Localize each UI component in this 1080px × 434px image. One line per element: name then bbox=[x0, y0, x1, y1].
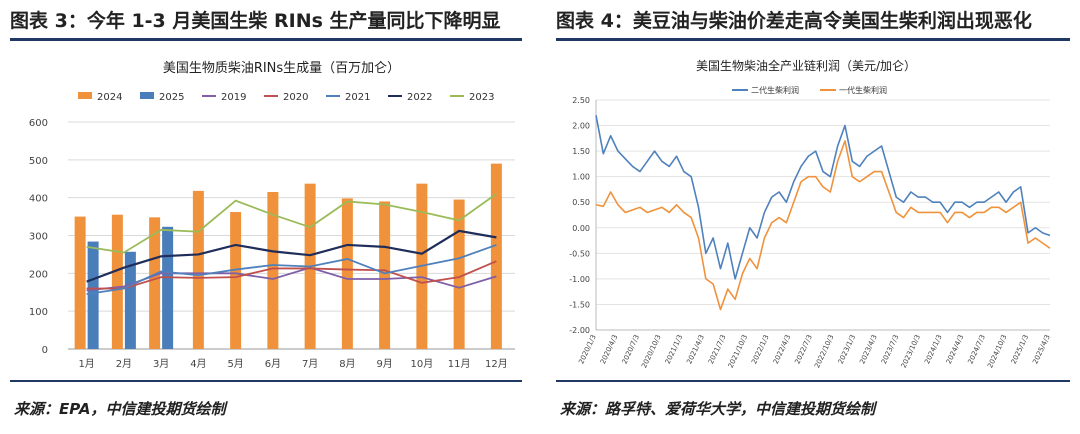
right-panel-title: 图表 4：美豆油与柴油价差走高令美国生柴利润出现恶化 bbox=[556, 10, 1032, 32]
legend-label-2023: 2023 bbox=[469, 92, 494, 103]
line-series-2019 bbox=[86, 266, 497, 292]
legend-label-0: 二代生柴利润 bbox=[751, 85, 799, 95]
y-tick-label: 2.50 bbox=[572, 96, 590, 105]
chart-title: 美国生物质柴油RINs生成量（百万加仑） bbox=[163, 61, 400, 76]
x-tick-label: 2月 bbox=[116, 358, 132, 370]
right-source-note: 来源：路孚特、爱荷华大学，中信建投期货绘制 bbox=[560, 400, 876, 418]
y-tick-label: -1.50 bbox=[569, 300, 590, 309]
line-series-2021 bbox=[86, 244, 497, 296]
x-tick-label: 10月 bbox=[411, 358, 434, 370]
legend-label-2020: 2020 bbox=[283, 92, 308, 103]
x-tick-label: 6月 bbox=[265, 358, 281, 370]
x-tick-label: 2024/4/3 bbox=[945, 333, 966, 365]
bar-2024 bbox=[149, 217, 161, 349]
y-tick-label: 100 bbox=[29, 307, 48, 318]
bar-2024 bbox=[111, 214, 123, 349]
x-tick-label: 2022/7/3 bbox=[793, 333, 814, 365]
x-tick-label: 2023/7/3 bbox=[880, 333, 901, 365]
bar-2024 bbox=[341, 198, 353, 349]
x-tick-label: 2023/4/3 bbox=[858, 333, 879, 365]
x-tick-label: 11月 bbox=[448, 358, 471, 370]
bar-2024 bbox=[74, 216, 86, 349]
y-tick-label: 0.50 bbox=[572, 198, 590, 207]
line-series-2023 bbox=[86, 193, 497, 254]
x-tick-label: 5月 bbox=[227, 358, 243, 370]
y-tick-label: 300 bbox=[29, 232, 48, 243]
line-series-1 bbox=[595, 140, 1051, 311]
x-tick-label: 2022/1/3 bbox=[750, 333, 771, 365]
y-tick-label: 1.50 bbox=[572, 147, 590, 156]
bar-2024 bbox=[453, 199, 465, 349]
left-panel-title: 图表 3：今年 1-3 月美国生柴 RINs 生产量同比下降明显 bbox=[10, 10, 501, 32]
x-tick-label: 2022/4/3 bbox=[772, 333, 793, 365]
bar-2024 bbox=[267, 191, 279, 349]
y-tick-label: 400 bbox=[29, 194, 48, 205]
x-tick-label: 2020/7/3 bbox=[621, 333, 642, 365]
legend-label-2025: 2025 bbox=[159, 92, 184, 103]
line-series-2020 bbox=[86, 260, 497, 290]
bar-2024 bbox=[379, 201, 391, 349]
x-tick-label: 2020/1/3 bbox=[577, 333, 598, 365]
x-tick-label: 2021/4/3 bbox=[685, 333, 706, 365]
legend-swatch-2025 bbox=[140, 92, 154, 99]
legend-label-2022: 2022 bbox=[407, 92, 432, 103]
right-title-rule bbox=[556, 38, 1070, 41]
x-tick-label: 2022/10/3 bbox=[813, 333, 835, 369]
y-tick-label: 200 bbox=[29, 269, 48, 280]
bar-2025 bbox=[124, 251, 136, 349]
x-tick-label: 9月 bbox=[376, 358, 392, 370]
legend-label-2019: 2019 bbox=[221, 92, 246, 103]
y-tick-label: -0.50 bbox=[569, 249, 590, 258]
x-tick-label: 2024/1/3 bbox=[923, 333, 944, 365]
y-tick-label: 2.00 bbox=[572, 122, 590, 131]
x-tick-label: 2020/10/3 bbox=[640, 333, 662, 369]
legend-swatch-2024 bbox=[78, 92, 92, 99]
x-tick-label: 4月 bbox=[190, 358, 206, 370]
x-tick-label: 1月 bbox=[78, 358, 94, 370]
x-tick-label: 2024/10/3 bbox=[986, 333, 1008, 369]
x-tick-label: 2023/10/3 bbox=[900, 333, 922, 369]
x-tick-label: 2020/4/3 bbox=[599, 333, 620, 365]
rins-production-chart: 美国生物质柴油RINs生成量（百万加仑） 0 100 200 300 400 500 600 1… bbox=[29, 61, 515, 370]
left-bottom-rule bbox=[10, 380, 522, 382]
y-tick-label: -2.00 bbox=[569, 326, 590, 335]
bar-2024 bbox=[230, 212, 242, 349]
right-bottom-rule bbox=[556, 380, 1070, 382]
x-tick-label: 8月 bbox=[339, 358, 355, 370]
x-tick-label: 2021/7/3 bbox=[707, 333, 728, 365]
x-tick-label: 12月 bbox=[485, 358, 508, 370]
y-tick-label: 500 bbox=[29, 156, 48, 167]
y-tick-label: 0.00 bbox=[572, 224, 590, 233]
line-series-2022 bbox=[86, 229, 497, 283]
x-tick-label: 2024/7/3 bbox=[966, 333, 987, 365]
left-source-note: 来源：EPA，中信建投期货绘制 bbox=[14, 400, 226, 418]
legend-label-2021: 2021 bbox=[345, 92, 370, 103]
x-tick-label: 7月 bbox=[302, 358, 318, 370]
x-tick-label: 2021/1/3 bbox=[664, 333, 685, 365]
legend-label-2024: 2024 bbox=[97, 92, 122, 103]
legend-label-1: 一代生柴利润 bbox=[839, 85, 887, 95]
y-tick-label: 600 bbox=[29, 118, 48, 129]
x-tick-label: 2021/10/3 bbox=[727, 333, 749, 369]
x-tick-label: 2025/1/3 bbox=[1010, 333, 1031, 365]
chart-title: 美国生物柴油全产业链利润（美元/加仑） bbox=[696, 58, 916, 73]
y-tick-label: 0 bbox=[42, 345, 48, 356]
left-title-rule bbox=[10, 38, 522, 41]
bar-2025 bbox=[162, 226, 174, 349]
bar-2025 bbox=[87, 241, 99, 349]
biodiesel-profit-chart: 美国生物柴油全产业链利润（美元/加仑） 2.50 2.00 1.50 1.00 0.50 0… bbox=[569, 58, 1052, 369]
x-tick-label: 3月 bbox=[153, 358, 169, 370]
bar-2024 bbox=[192, 190, 204, 349]
bar-2024 bbox=[490, 163, 502, 349]
x-tick-label: 2025/4/3 bbox=[1031, 333, 1052, 365]
x-tick-label: 2023/1/3 bbox=[837, 333, 858, 365]
y-tick-label: 1.00 bbox=[572, 173, 590, 182]
line-series-0 bbox=[595, 115, 1051, 280]
y-tick-label: -1.00 bbox=[569, 275, 590, 284]
